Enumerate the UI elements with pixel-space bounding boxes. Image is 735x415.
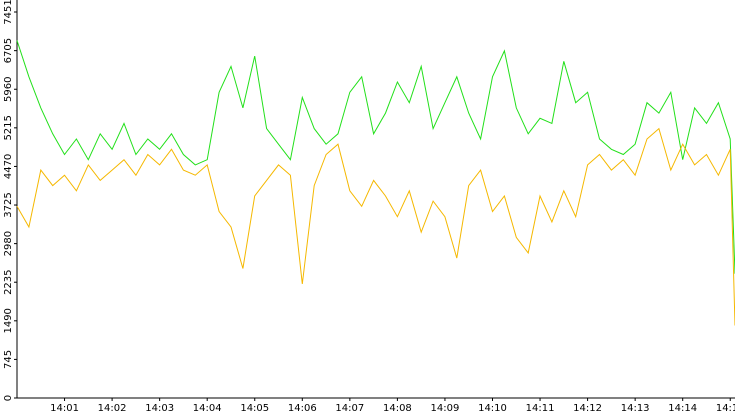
y-tick-label: 2980	[3, 231, 14, 256]
x-tick-label: 14:15	[716, 403, 735, 414]
x-tick-label: 14:12	[573, 403, 602, 414]
x-tick-label: 14:06	[288, 403, 317, 414]
x-tick-label: 14:13	[621, 403, 650, 414]
y-tick-label: 3725	[3, 192, 14, 217]
y-tick-label: 7451	[3, 0, 14, 25]
x-tick-label: 14:08	[383, 403, 412, 414]
y-tick-label: 6705	[3, 38, 14, 63]
x-tick-label: 14:14	[668, 403, 697, 414]
x-tick-label: 14:03	[145, 403, 174, 414]
y-tick-label: 745	[3, 350, 14, 369]
x-tick-label: 14:04	[193, 403, 222, 414]
x-tick-label: 14:11	[526, 403, 555, 414]
y-tick-label: 2235	[3, 269, 14, 294]
x-tick-label: 14:01	[50, 403, 79, 414]
x-tick-label: 14:09	[431, 403, 460, 414]
series-line	[16, 40, 735, 274]
y-tick-label: 4470	[3, 154, 14, 179]
x-tick-label: 14:10	[478, 403, 507, 414]
series-line	[16, 127, 735, 326]
x-tick-label: 14:02	[98, 403, 127, 414]
y-tick-label: 0	[3, 395, 14, 401]
y-tick-label: 1490	[3, 308, 14, 333]
y-tick-label: 5960	[3, 77, 14, 102]
x-tick-label: 14:05	[240, 403, 269, 414]
x-tick-label: 14:07	[335, 403, 364, 414]
y-tick-label: 5215	[3, 115, 14, 140]
